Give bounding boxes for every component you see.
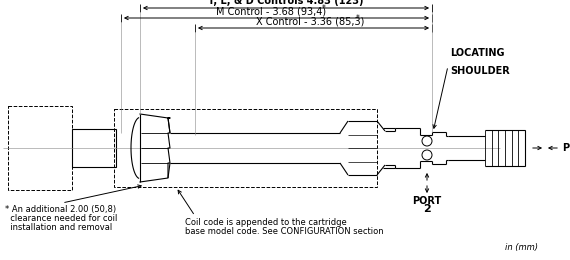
Bar	[114, 109, 377, 187]
Text: SHOULDER: SHOULDER	[450, 66, 510, 76]
Text: clearance needed for coil: clearance needed for coil	[5, 214, 117, 223]
Text: *: *	[321, 4, 325, 13]
Text: LOCATING: LOCATING	[450, 48, 504, 58]
Text: X Control - 3.36 (85,3): X Control - 3.36 (85,3)	[256, 16, 365, 26]
Text: PORT 1: PORT 1	[563, 143, 570, 153]
Text: base model code. See CONFIGURATION section: base model code. See CONFIGURATION secti…	[185, 227, 384, 236]
Bar	[8, 106, 72, 190]
Text: M Control - 3.68 (93,4): M Control - 3.68 (93,4)	[217, 6, 327, 16]
Bar	[72, 129, 116, 167]
Text: *: *	[356, 14, 359, 23]
Text: installation and removal: installation and removal	[5, 223, 112, 232]
Text: in (mm): in (mm)	[505, 243, 538, 252]
Text: PORT: PORT	[412, 196, 442, 206]
Text: * An additional 2.00 (50,8): * An additional 2.00 (50,8)	[5, 205, 116, 214]
Text: 2: 2	[423, 204, 431, 214]
Text: Coil code is appended to the cartridge: Coil code is appended to the cartridge	[185, 218, 347, 227]
Text: T, L, & D Controls 4.83 (123): T, L, & D Controls 4.83 (123)	[208, 0, 364, 6]
